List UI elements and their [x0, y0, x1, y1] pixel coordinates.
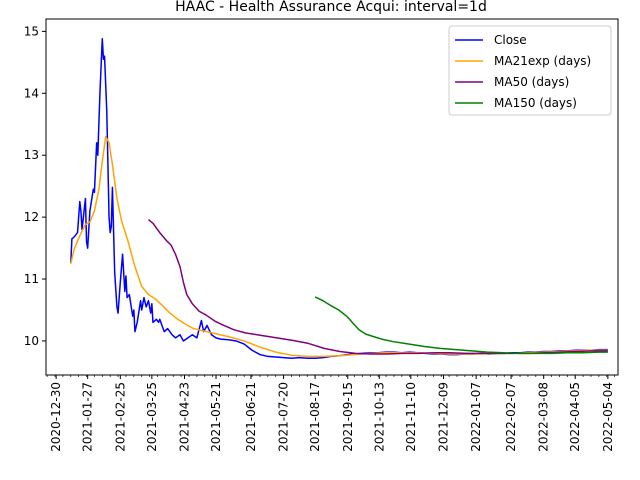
x-tick-label-13: 2022-01-07 — [469, 382, 483, 452]
series-line-3 — [314, 296, 608, 355]
x-tick-label-2: 2021-02-25 — [113, 382, 127, 452]
x-tick-label-9: 2021-09-15 — [341, 382, 355, 452]
x-tick-label-7: 2021-07-20 — [277, 382, 291, 452]
legend-label-2: MA50 (days) — [494, 75, 569, 89]
x-tick-label-8: 2021-08-17 — [308, 382, 322, 452]
axes: 10 11 12 13 14 15 2020-12-30 2021-01-27 2021-02-… — [24, 18, 619, 452]
legend-label-0: Close — [494, 33, 527, 47]
x-tick-label-6: 2021-06-21 — [244, 382, 258, 452]
legend-box — [448, 25, 612, 116]
plot-frame — [45, 18, 619, 376]
legend-label-1: MA21exp (days) — [494, 54, 591, 68]
y-tick-label-5: 15 — [24, 24, 39, 38]
x-tick-label-5: 2021-05-21 — [209, 382, 223, 452]
y-tick-label-2: 12 — [24, 210, 39, 224]
legend-label-3: MA150 (days) — [494, 96, 577, 110]
x-tick-label-1: 2021-01-27 — [81, 382, 95, 452]
plot-area — [70, 38, 608, 360]
x-tick-label-14: 2022-02-07 — [504, 382, 518, 452]
legend: Close MA21exp (days) MA50 (days) MA150 (day… — [448, 25, 612, 116]
x-tick-label-17: 2022-05-04 — [601, 382, 615, 452]
y-tick-label-4: 14 — [24, 86, 39, 100]
chart-title: HAAC - Health Assurance Acqui: interval=… — [175, 0, 487, 15]
x-tick-label-0: 2020-12-30 — [49, 382, 63, 452]
x-tick-label-10: 2021-10-13 — [372, 382, 386, 452]
x-tick-label-11: 2021-11-10 — [404, 382, 418, 452]
y-tick-label-1: 11 — [24, 272, 39, 286]
y-tick-label-0: 10 — [24, 334, 39, 348]
x-tick-label-16: 2022-04-05 — [568, 382, 582, 452]
x-tick-label-12: 2021-12-09 — [436, 382, 450, 452]
x-tick-label-15: 2022-03-08 — [537, 382, 551, 452]
x-tick-label-3: 2021-03-25 — [145, 382, 159, 452]
y-tick-label-3: 13 — [24, 148, 39, 162]
x-tick-label-4: 2021-04-23 — [177, 382, 191, 452]
